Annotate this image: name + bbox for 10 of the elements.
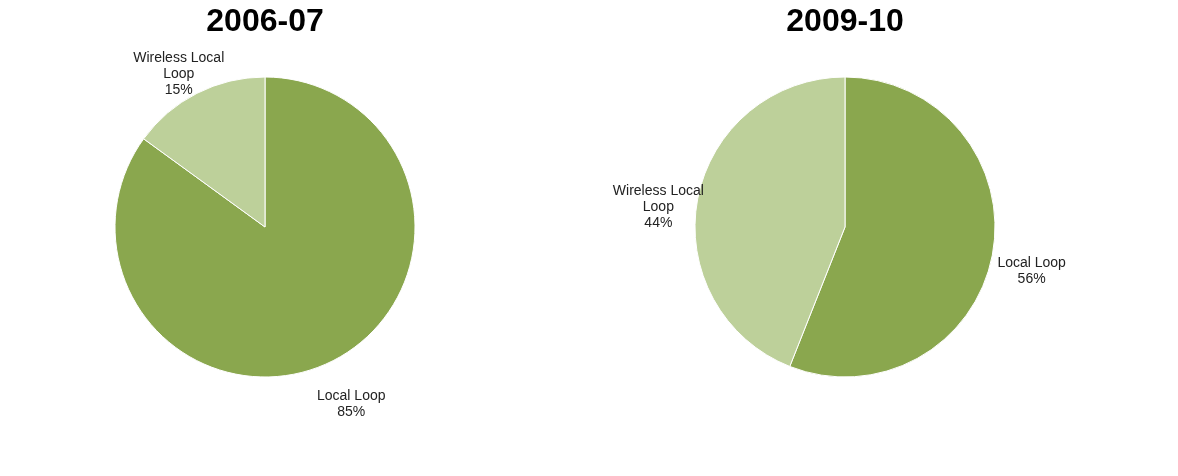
data-label: 56% [1017,269,1046,286]
slice-label: Wireless Local Loop [133,48,225,81]
data-label: 85% [337,403,366,420]
data-label: 44% [644,214,673,231]
data-label: 15% [164,80,193,97]
slice-label: Local Loop [317,387,386,404]
slice-label: Local Loop [997,253,1067,270]
slice-label: Wireless Local Loop [612,182,704,215]
chart-title: 2006-07 [206,2,324,38]
chart-title: 2009-10 [786,2,904,38]
